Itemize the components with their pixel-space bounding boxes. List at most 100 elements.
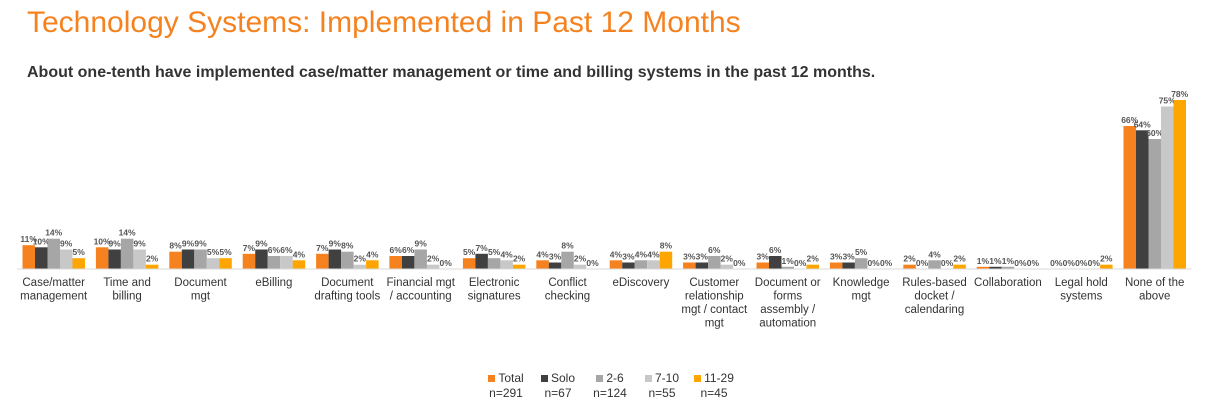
data-label: 8% (169, 241, 182, 251)
data-label: 8% (341, 241, 354, 251)
bar (328, 249, 342, 269)
bar (133, 249, 146, 269)
bar (756, 262, 769, 269)
data-label: 3% (683, 252, 696, 262)
bar (35, 247, 48, 269)
data-label: 4% (536, 249, 549, 259)
data-label: 9% (182, 239, 195, 249)
bar (1161, 106, 1174, 269)
category-label: assembly / (760, 304, 816, 316)
bar (366, 260, 379, 269)
category-label: systems (1060, 291, 1102, 303)
legend-swatch-7-10 (644, 375, 652, 382)
legend-item-7-10: 7-10 n=55 (636, 371, 688, 401)
bar (659, 251, 673, 269)
data-label: 0% (1050, 258, 1063, 268)
bar (487, 258, 501, 269)
category-label: calendaring (905, 304, 964, 316)
legend-item-total: Total n=291 (480, 371, 532, 401)
bar (414, 249, 427, 269)
bar (242, 253, 256, 269)
bar (1136, 130, 1149, 269)
bar (389, 256, 402, 269)
bar (426, 264, 440, 269)
data-label: 2% (354, 254, 367, 264)
data-label: 0% (794, 258, 807, 268)
data-label: 0% (586, 258, 599, 268)
category-label: mgt (191, 291, 211, 303)
bar (842, 262, 855, 269)
bar (1173, 100, 1186, 269)
legend-item-11-29: 11-29 n=45 (688, 371, 740, 401)
category-label: None of the (1125, 277, 1184, 289)
category-label: forms (773, 291, 802, 303)
bar (219, 258, 232, 269)
data-label: 5% (219, 247, 232, 257)
bar (512, 264, 526, 269)
data-label: 6% (769, 245, 782, 255)
data-label: 0% (916, 258, 929, 268)
data-label: 2% (574, 254, 587, 264)
bar (47, 238, 60, 269)
bar (353, 264, 367, 269)
bar (401, 256, 415, 269)
category-label: mgt / contact (681, 304, 748, 316)
category-label: Customer (689, 277, 739, 289)
data-label: 0% (941, 258, 954, 268)
bar (95, 247, 109, 269)
data-label: 1% (989, 256, 1002, 266)
legend-item-solo: Solo n=67 (532, 371, 584, 401)
bar (22, 245, 35, 269)
category-label: docket / (914, 291, 955, 303)
data-label: 60% (1146, 128, 1163, 138)
data-label: 1% (782, 256, 795, 266)
bar (145, 264, 159, 269)
legend-label-11-29: 11-29 (704, 371, 734, 385)
chart-subtitle: About one-tenth have implemented case/ma… (27, 64, 876, 81)
bar (1148, 139, 1161, 269)
data-label: 4% (610, 249, 623, 259)
category-label: Document (174, 277, 227, 289)
legend: Total n=291 Solo n=67 2-6 n=124 7-10 n=5… (480, 371, 740, 401)
bar (953, 264, 966, 269)
data-label: 10% (33, 236, 50, 246)
data-label: 4% (500, 249, 513, 259)
data-label: 4% (293, 249, 306, 259)
bar (267, 256, 281, 269)
bar (561, 251, 574, 269)
bar (806, 264, 819, 269)
category-label: automation (759, 318, 816, 330)
data-label: 3% (842, 252, 855, 262)
category-label: Time and (103, 277, 151, 289)
bar (903, 264, 916, 269)
data-label: 2% (721, 254, 734, 264)
category-label: mgt (705, 318, 725, 330)
data-label: 6% (708, 245, 721, 255)
category-label: management (20, 291, 88, 303)
data-label: 2% (953, 254, 966, 264)
legend-n-2-6: n=124 (593, 386, 627, 400)
data-label: 8% (561, 241, 574, 251)
bar (108, 249, 121, 269)
data-label: 66% (1121, 115, 1138, 125)
bar (622, 262, 635, 269)
data-label: 2% (807, 254, 820, 264)
data-label: 9% (60, 239, 73, 249)
data-label: 6% (390, 245, 403, 255)
legend-n-7-10: n=55 (648, 386, 676, 400)
bar (292, 260, 306, 269)
bar (1123, 126, 1136, 269)
data-label: 0% (1027, 258, 1040, 268)
bar (280, 256, 293, 269)
category-label: Case/matter (22, 277, 85, 289)
bar (1100, 264, 1113, 269)
data-label: 3% (757, 252, 770, 262)
data-label: 3% (549, 252, 562, 262)
data-label: 8% (660, 241, 673, 251)
data-label: 14% (45, 228, 62, 238)
category-label: eDiscovery (612, 277, 669, 289)
bar (194, 249, 207, 269)
data-label: 2% (427, 254, 440, 264)
data-label: 0% (1063, 258, 1076, 268)
data-label: 0% (880, 258, 893, 268)
